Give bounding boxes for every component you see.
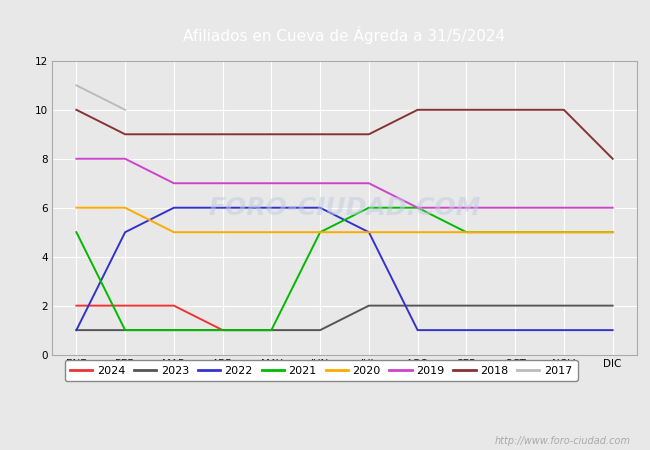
Text: http://www.foro-ciudad.com: http://www.foro-ciudad.com — [495, 436, 630, 446]
Text: Afiliados en Cueva de Ágreda a 31/5/2024: Afiliados en Cueva de Ágreda a 31/5/2024 — [183, 26, 506, 44]
Text: FORO-CIUDAD.COM: FORO-CIUDAD.COM — [208, 196, 481, 220]
Legend: 2024, 2023, 2022, 2021, 2020, 2019, 2018, 2017: 2024, 2023, 2022, 2021, 2020, 2019, 2018… — [64, 360, 578, 381]
